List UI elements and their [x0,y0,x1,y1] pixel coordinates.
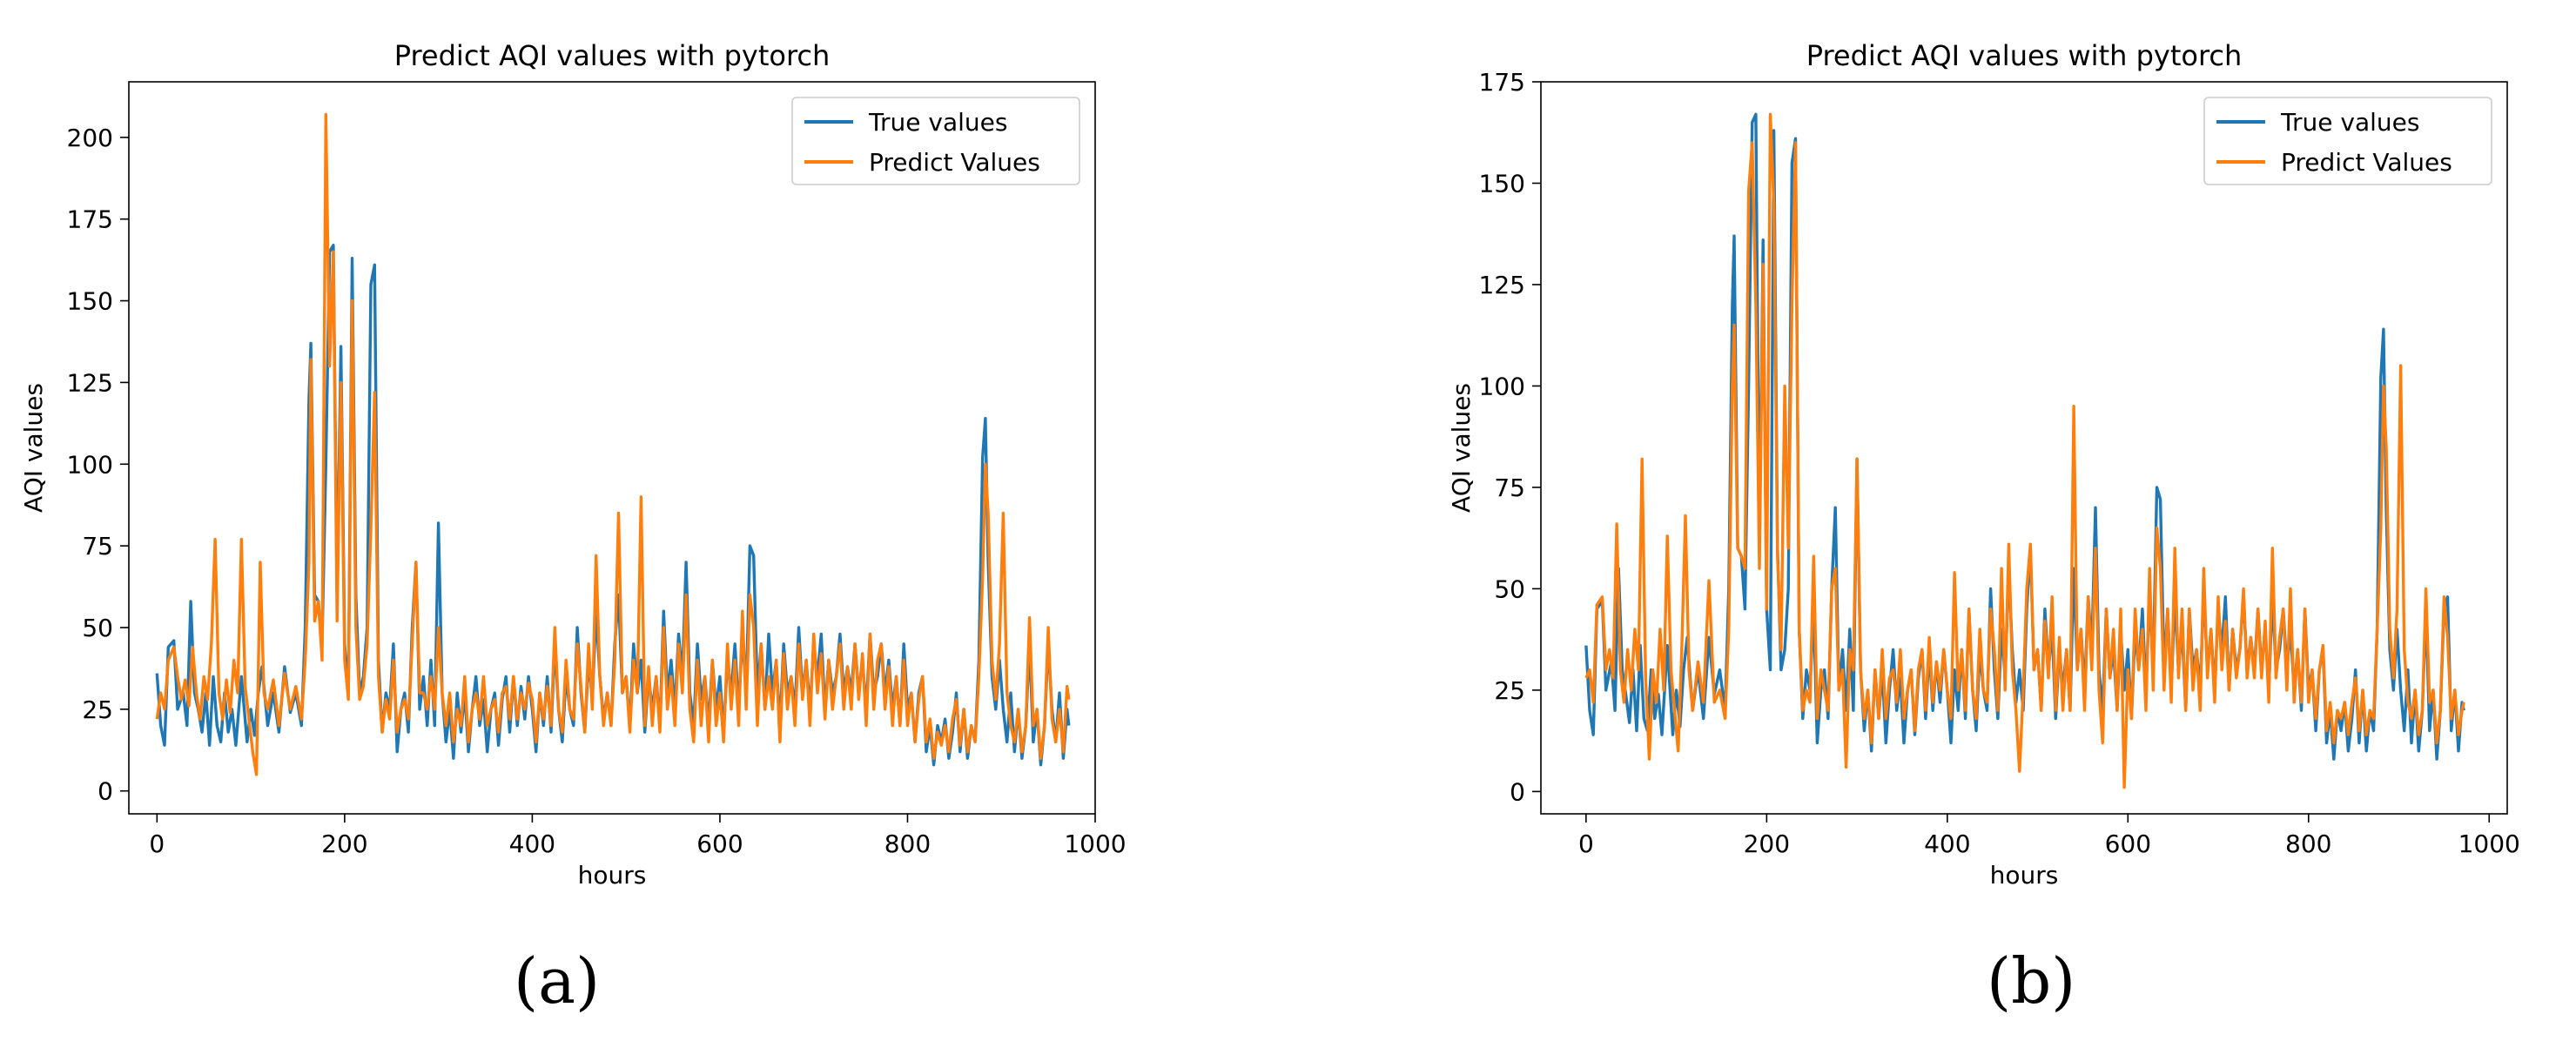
y-tick-label: 75 [1494,473,1525,502]
legend-label-predict-values: Predict Values [2281,148,2452,177]
y-tick-label: 125 [67,368,113,397]
series-line-predict-values [1584,112,2465,789]
legend: True values Predict Values [791,97,1080,185]
legend: True values Predict Values [2203,97,2492,185]
x-tick-label: 600 [696,829,743,858]
y-tick-label: 150 [1479,169,1525,198]
legend-box [2203,97,2492,185]
x-tick-label: 0 [149,829,165,858]
y-tick-label: 25 [82,695,113,724]
legend-label-true-values: True values [2280,108,2419,137]
x-tick-label: 1000 [2458,829,2520,858]
y-tick-label: 75 [82,532,113,561]
x-tick-label: 200 [1744,829,1790,858]
panel-label-a: (a) [514,944,601,1017]
y-tick-label: 175 [1479,68,1525,97]
y-tick-label: 50 [82,614,113,642]
x-tick-label: 800 [2285,829,2331,858]
x-tick-label: 0 [1578,829,1594,858]
y-axis-label: AQI values [1447,383,1476,513]
x-tick-label: 200 [321,829,367,858]
x-tick-label: 400 [509,829,555,858]
x-tick-label: 400 [1924,829,1970,858]
y-tick-label: 50 [1494,574,1525,603]
chart-title: Predict AQI values with pytorch [394,39,831,72]
y-tick-label: 100 [67,450,113,479]
chart-a: Predict AQI values with pytorch 0 200 400 60… [19,39,1127,890]
plot-frame [128,81,1096,815]
chart-b: Predict AQI values with pytorch 0 200 400 60… [1447,39,2520,890]
legend-label-true-values: True values [868,108,1007,137]
y-tick-label: 125 [1479,271,1525,299]
legend-label-predict-values: Predict Values [869,148,1040,177]
x-axis-label: hours [578,861,647,890]
x-tick-label: 800 [884,829,931,858]
chart-title: Predict AQI values with pytorch [1806,39,2243,72]
y-tick-label: 100 [1479,372,1525,400]
series-line-predict-values [155,112,1071,776]
x-tick-label: 1000 [1064,829,1126,858]
x-tick-label: 600 [2105,829,2151,858]
y-tick-label: 200 [67,124,113,152]
y-tick-label: 25 [1494,676,1525,705]
y-tick-label: 0 [1510,777,1525,806]
y-tick-label: 175 [67,205,113,234]
y-axis-label: AQI values [19,383,48,513]
panel-label-b: (b) [1987,944,2076,1017]
x-axis-label: hours [1990,861,2059,890]
plot-frame [1540,81,2508,815]
y-tick-label: 150 [67,287,113,316]
y-tick-label: 0 [98,777,113,806]
legend-box [791,97,1080,185]
